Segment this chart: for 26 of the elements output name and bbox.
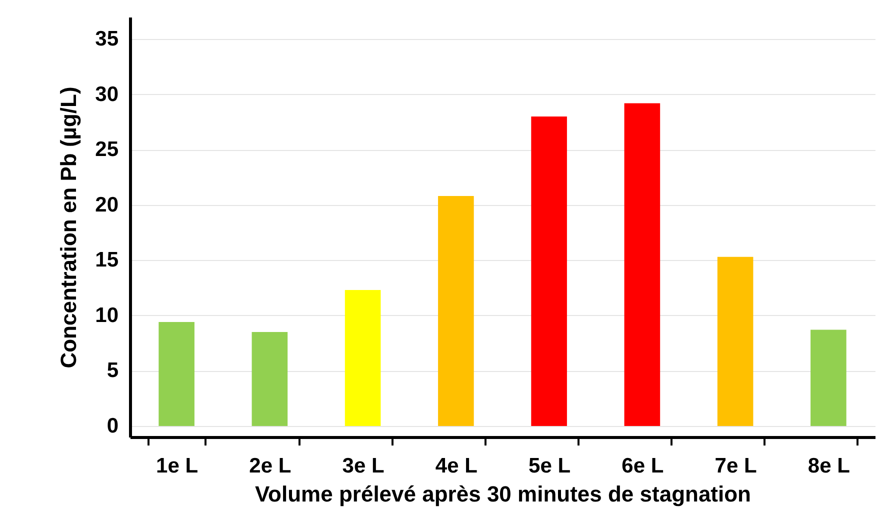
x-tick-label: 7e L	[714, 454, 757, 478]
x-tick-label: 3e L	[342, 454, 384, 478]
y-tick-label: 15	[95, 248, 119, 272]
bar	[810, 330, 846, 426]
y-tick-label: 35	[95, 28, 119, 51]
bar	[252, 332, 288, 426]
x-tick-label: 2e L	[249, 454, 292, 478]
bar	[344, 290, 381, 426]
x-tick-label: 5e L	[528, 454, 571, 478]
bar	[624, 103, 660, 426]
bar	[158, 322, 194, 426]
y-axis-title: Concentration en Pb (µg/L)	[56, 86, 82, 368]
y-tick-label: 0	[106, 414, 118, 438]
y-tick-label: 30	[95, 82, 118, 106]
bar	[438, 196, 474, 426]
bar	[531, 116, 567, 426]
x-axis-title: Volume prélevé après 30 minutes de stagnation	[255, 482, 751, 506]
x-tick-label: 6e L	[622, 454, 664, 478]
y-tick-label: 25	[95, 138, 119, 162]
y-tick-label: 5	[106, 359, 119, 382]
x-tick-label: 4e L	[435, 454, 478, 478]
x-tick-label: 1e L	[156, 454, 198, 478]
y-tick-label: 20	[95, 193, 118, 216]
bar	[717, 256, 754, 426]
y-tick-label: 10	[95, 304, 118, 327]
x-tick-label: 8e L	[808, 454, 850, 478]
